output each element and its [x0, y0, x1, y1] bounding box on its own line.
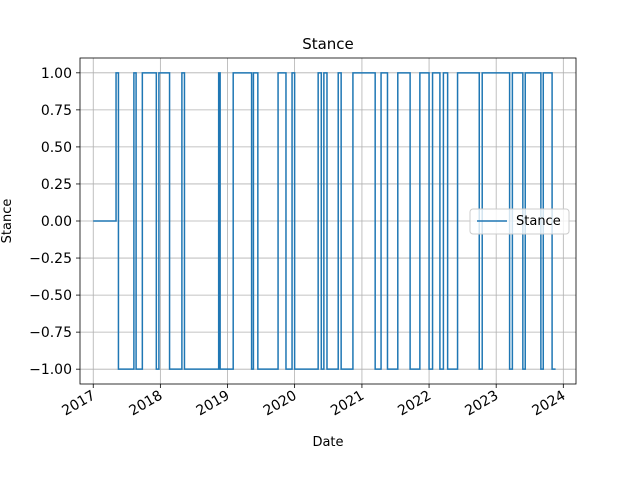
- legend-box: [469, 208, 570, 235]
- y-tick-label: 0.00: [41, 214, 72, 230]
- y-tick-label: −0.50: [29, 288, 72, 304]
- series-line-stance: [93, 72, 556, 370]
- legend: Stance: [469, 208, 570, 235]
- y-tick-label: 0.75: [41, 103, 72, 119]
- y-tick-label: 0.50: [41, 140, 72, 156]
- chart-title: Stance: [302, 35, 354, 53]
- legend-label-stance: Stance: [516, 214, 561, 229]
- y-tick-label: 1.00: [41, 66, 72, 82]
- y-tick-label: −0.25: [29, 251, 72, 267]
- y-tick-label: −0.75: [29, 325, 72, 341]
- y-tick-label: −1.00: [29, 362, 72, 378]
- y-axis-title: Stance: [0, 199, 15, 244]
- y-tick-label: 0.25: [41, 177, 72, 193]
- x-axis-title: Date: [312, 435, 343, 450]
- series-lines: [93, 72, 556, 370]
